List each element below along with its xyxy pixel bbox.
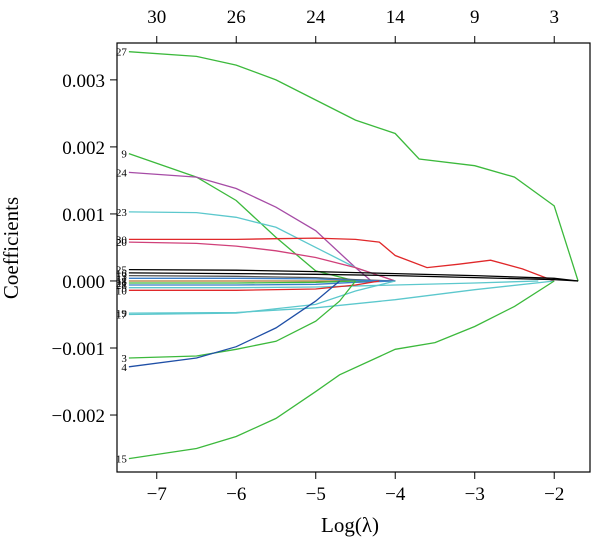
series-label-28: 28	[116, 280, 128, 292]
series-label-5: 5	[121, 283, 127, 295]
series-label-25: 25	[116, 265, 128, 277]
top-tick-label: 24	[306, 7, 326, 28]
series-label-23: 23	[116, 207, 128, 219]
x-tick-label: −5	[306, 484, 326, 505]
series-line-15	[128, 280, 555, 460]
series-line-9	[128, 152, 396, 282]
y-tick-label: 0.001	[62, 205, 105, 226]
series-label-30: 30	[116, 234, 128, 246]
top-tick-label: 9	[470, 7, 480, 28]
series-label-13: 13	[116, 271, 128, 283]
series-label-11: 11	[116, 273, 127, 285]
y-tick-label: 0.002	[62, 138, 105, 159]
series-line-20	[128, 241, 396, 282]
series-label-27: 27	[116, 47, 128, 59]
series-line-10	[128, 280, 380, 291]
series-line-21	[128, 280, 356, 284]
series-line-28	[128, 280, 396, 286]
series-label-10: 10	[116, 285, 128, 297]
series-label-21: 21	[116, 278, 127, 290]
x-tick-label: −2	[544, 484, 564, 505]
series-line-17	[128, 280, 396, 316]
plot-area	[116, 42, 591, 473]
series-label-17: 17	[116, 309, 128, 321]
series-layer	[128, 51, 579, 460]
series-line-3	[128, 280, 357, 359]
series-line-30	[128, 237, 555, 282]
series-line-11	[128, 277, 396, 282]
x-tick-label: −6	[226, 484, 246, 505]
series-line-24	[128, 171, 372, 282]
top-tick-label: 3	[549, 7, 559, 28]
y-tick-label: 0.000	[62, 272, 105, 293]
top-tick-label: 26	[227, 7, 246, 28]
series-label-20: 20	[116, 237, 128, 249]
x-tick-label: −7	[147, 484, 167, 505]
x-tick-label: −3	[465, 484, 485, 505]
y-axis-title: Coefficients	[0, 197, 23, 299]
series-label-4: 4	[121, 362, 127, 374]
y-axis: 0.003 0.002 0.001 0.000 −0.001 −0.002	[52, 71, 117, 427]
series-line-25	[128, 268, 579, 282]
plot-frame	[116, 42, 591, 473]
series-line-27	[128, 51, 579, 282]
top-axis: 30 26 24 14 9 3	[147, 7, 559, 43]
x-tick-label: −4	[385, 484, 406, 505]
top-tick-label: 30	[147, 7, 166, 28]
series-line-4	[128, 280, 341, 368]
top-tick-label: 14	[386, 7, 406, 28]
series-label-15: 15	[116, 454, 128, 466]
y-tick-label: 0.003	[62, 71, 105, 92]
series-label-18: 18	[116, 276, 128, 288]
series-label-24: 24	[116, 167, 128, 179]
series-label-16: 16	[116, 268, 128, 280]
series-label-19: 19	[116, 308, 128, 320]
y-tick-label: −0.002	[52, 406, 105, 427]
series-label-3: 3	[121, 353, 127, 365]
series-line-5	[128, 280, 539, 289]
series-line-19	[128, 280, 555, 314]
x-axis: −7 −6 −5 −4 −3 −2	[147, 472, 564, 505]
x-axis-title: Log(λ)	[321, 513, 379, 537]
series-label-9: 9	[121, 149, 127, 161]
series-line-16	[128, 272, 579, 282]
y-tick-label: −0.001	[52, 339, 105, 360]
